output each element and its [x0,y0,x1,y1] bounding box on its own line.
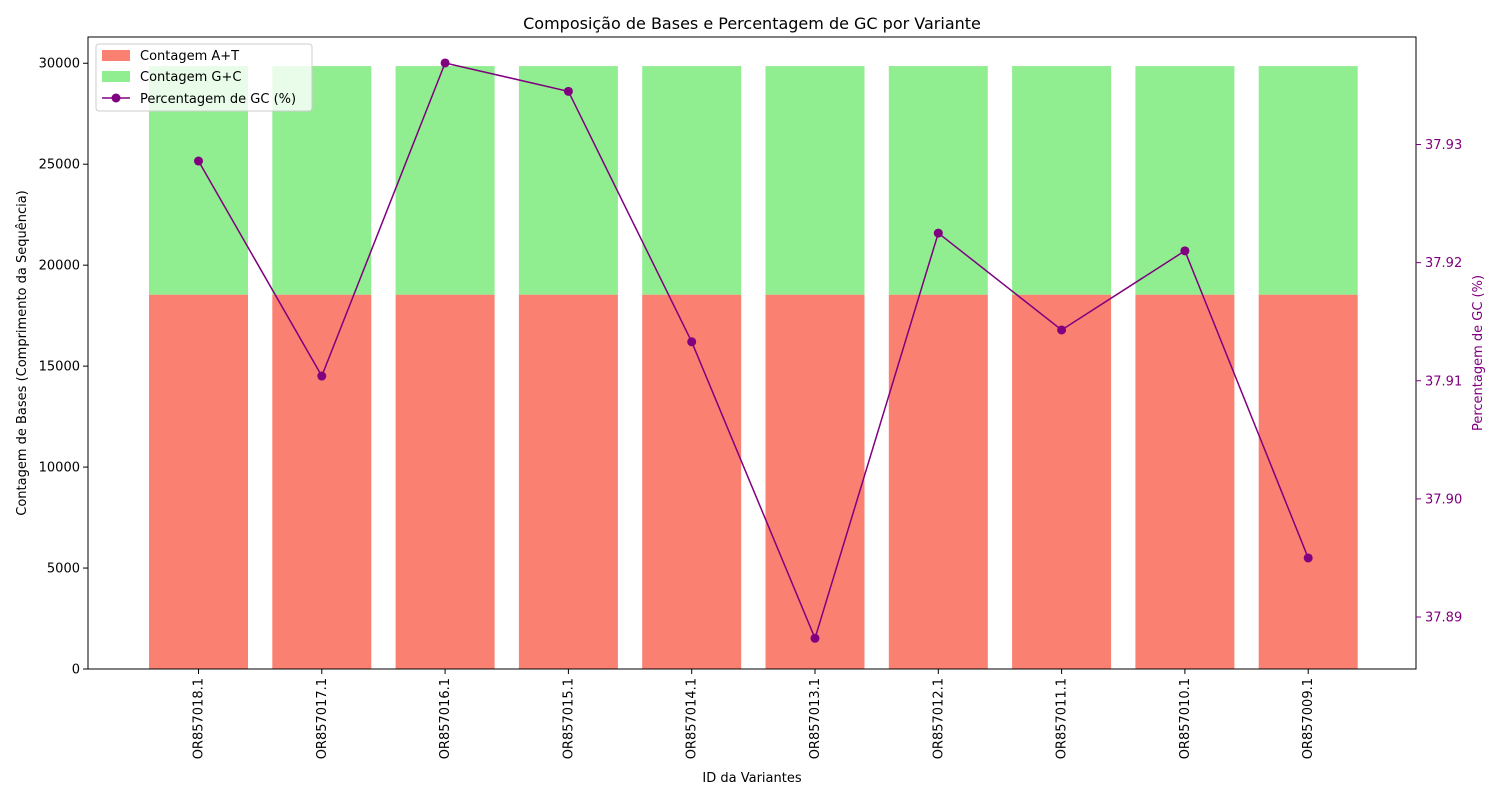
x-tick-label-OR857013.1: OR857013.1 [808,678,823,759]
bar-at-OR857017.1 [272,294,372,669]
legend: Contagem A+T Contagem G+C Percentagem de… [95,43,313,112]
bar-at-OR857018.1 [149,294,248,669]
x-tick-label-OR857012.1: OR857012.1 [931,678,946,759]
bar-gc-OR857016.1 [395,66,495,295]
gc-percent-point-OR857018.1 [194,156,203,166]
x-tick-label-OR857017.1: OR857017.1 [315,678,330,759]
legend-swatch-at [102,50,130,61]
gc-percent-point-OR857014.1 [687,337,697,347]
y-right-tick-label-37.92: 37.92 [1425,256,1462,271]
legend-label-gc: Contagem G+C [140,70,241,85]
right-axis: 37.89 37.90 37.91 37.92 37.93 [1416,138,1462,626]
x-axis-label: ID da Variantes [702,771,801,786]
y-tick-label-30000: 30000 [39,57,80,72]
bars-layer [149,66,1358,669]
gc-percent-point-OR857015.1 [563,86,573,96]
left-axis: 0 5000 10000 15000 20000 25000 30000 [39,57,88,678]
gc-percent-line [197,62,1309,641]
bar-gc-OR857011.1 [1012,66,1112,295]
legend-label-percent: Percentagem de GC (%) [140,92,296,107]
bar-at-OR857012.1 [888,294,988,669]
gc-percent-point-OR857013.1 [810,633,820,643]
bar-gc-OR857015.1 [518,66,618,295]
gc-percent-point-OR857012.1 [933,228,943,238]
bar-gc-OR857014.1 [642,66,742,295]
y-right-tick-label-37.90: 37.90 [1425,492,1462,507]
y-tick-label-5000: 5000 [47,562,80,577]
y-axis-label: Contagem de Bases (Comprimento da Sequên… [15,190,30,516]
legend-swatch-marker [111,93,121,103]
bar-at-OR857016.1 [395,294,495,669]
y-right-tick-label-37.93: 37.93 [1425,138,1462,153]
y-axis-right-label: Percentagem de GC (%) [1471,275,1486,431]
bar-gc-OR857013.1 [765,66,865,295]
legend-label-at: Contagem A+T [140,49,239,64]
x-tick-label-OR857014.1: OR857014.1 [685,678,700,759]
x-tick-label-OR857010.1: OR857010.1 [1178,678,1193,759]
x-axis: OR857018.1 OR857017.1 OR857016.1 OR857015.1… [192,669,1316,759]
bar-at-OR857014.1 [642,294,742,669]
gc-percent-point-OR857017.1 [317,371,327,381]
x-tick-label-OR857011.1: OR857011.1 [1055,678,1070,759]
gc-percent-point-OR857009.1 [1303,553,1313,563]
gc-percent-point-OR857011.1 [1057,325,1067,335]
bar-at-OR857015.1 [518,294,618,669]
gc-percent-point-OR857010.1 [1180,246,1190,256]
plot-frame [87,36,1417,670]
gc-percent-point-OR857016.1 [440,58,450,68]
gc-line-layer [194,58,1313,643]
y-right-tick-label-37.91: 37.91 [1425,374,1462,389]
bar-gc-OR857010.1 [1135,66,1235,295]
chart-title: Composição de Bases e Percentagem de GC … [523,14,981,33]
y-tick-label-10000: 10000 [39,461,80,476]
bar-at-OR857011.1 [1012,294,1112,669]
y-tick-label-0: 0 [72,663,80,678]
bar-gc-OR857012.1 [888,66,988,295]
y-tick-label-25000: 25000 [39,158,80,173]
x-tick-label-OR857009.1: OR857009.1 [1301,678,1316,759]
legend-box [95,43,313,112]
legend-swatch-gc [102,71,130,82]
y-tick-label-15000: 15000 [39,360,80,375]
x-tick-label-OR857018.1: OR857018.1 [192,678,207,759]
bar-at-OR857009.1 [1258,294,1358,669]
bar-at-OR857013.1 [765,294,865,669]
x-tick-label-OR857015.1: OR857015.1 [561,678,576,759]
y-right-tick-label-37.89: 37.89 [1425,611,1462,626]
x-tick-label-OR857016.1: OR857016.1 [438,678,453,759]
y-tick-label-20000: 20000 [39,259,80,274]
bar-gc-OR857009.1 [1258,66,1358,295]
bar-at-OR857010.1 [1135,294,1235,669]
